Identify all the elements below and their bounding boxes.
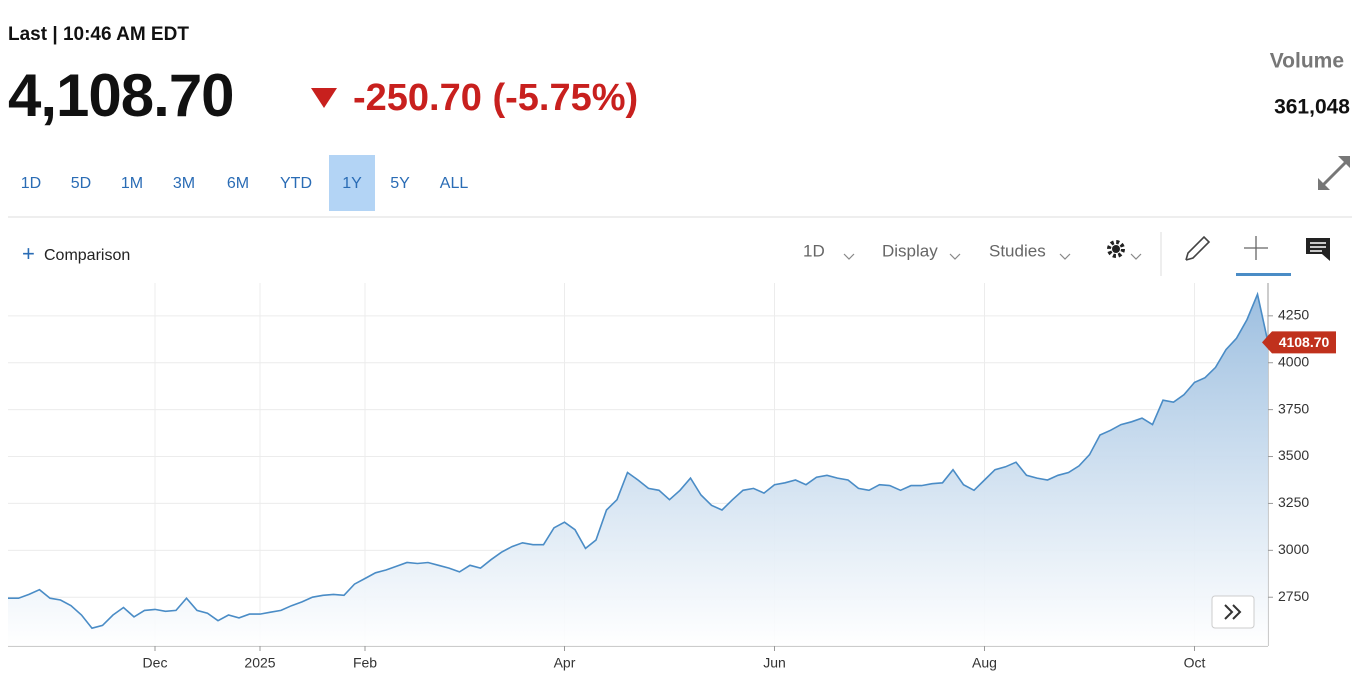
x-tick-label: Dec (143, 655, 168, 671)
price-line (8, 291, 1269, 630)
y-tick-label: 2750 (1278, 588, 1309, 604)
range-button[interactable]: ALL (440, 175, 469, 192)
x-tick-label: Jun (763, 655, 786, 671)
y-tick-label: 3750 (1278, 400, 1309, 416)
y-tick-label: 3000 (1278, 541, 1309, 557)
y-tick-label: 4250 (1278, 307, 1309, 323)
range-button[interactable]: 3M (173, 175, 195, 192)
interval-button[interactable]: 1D (803, 241, 825, 260)
price: 4,108.70 (8, 62, 234, 129)
area-fill (8, 294, 1268, 646)
dropdown-carets (843, 253, 1142, 260)
range-button[interactable]: 1Y (342, 175, 362, 192)
active-range-bg (329, 155, 375, 211)
last-price-label: 4108.70 (1279, 334, 1330, 350)
range-button[interactable]: 5D (71, 175, 91, 192)
x-tick-label: Oct (1184, 655, 1206, 671)
volume: 361,048 (1274, 96, 1350, 119)
range-button[interactable]: 1D (21, 175, 41, 192)
display-button[interactable]: Display (882, 241, 938, 260)
price-change: -250.70 (-5.75%) (353, 77, 638, 119)
studies-button[interactable]: Studies (989, 241, 1046, 260)
range-button[interactable]: 1M (121, 175, 143, 192)
notes-icon[interactable] (1306, 238, 1330, 261)
settings-icon[interactable] (1107, 240, 1125, 258)
draw-icon[interactable] (1185, 235, 1211, 261)
range-button[interactable]: YTD (280, 175, 312, 192)
last-time: Last | 10:46 AM EDT (8, 24, 189, 45)
volume-label: Volume (1270, 50, 1344, 73)
range-bar: 1D 5D 1M 3M 6M YTD 1Y 5Y ALL (21, 155, 469, 211)
y-tick-label: 3500 (1278, 447, 1309, 463)
active-tool-indicator (1236, 273, 1291, 276)
x-tick-label: 2025 (244, 655, 275, 671)
y-tick-label: 4000 (1278, 353, 1309, 369)
range-button[interactable]: 6M (227, 175, 249, 192)
x-tick-label: Feb (353, 655, 377, 671)
expand-icon[interactable] (1318, 156, 1350, 190)
range-button[interactable]: 5Y (390, 175, 410, 192)
plus-icon[interactable]: + (22, 241, 35, 266)
down-arrow (311, 88, 337, 108)
last-price-tag (1262, 331, 1336, 354)
x-tick-label: Aug (972, 655, 997, 671)
y-tick-label: 3250 (1278, 494, 1309, 510)
crosshair-icon[interactable] (1244, 236, 1268, 260)
plot: 2750 3000 3250 3500 3750 4000 4250 Dec 2025 Feb Ap… (8, 283, 1336, 671)
scroll-right-button[interactable] (1211, 595, 1255, 629)
comparison-button[interactable]: Comparison (44, 247, 130, 264)
x-tick-label: Apr (554, 655, 576, 671)
